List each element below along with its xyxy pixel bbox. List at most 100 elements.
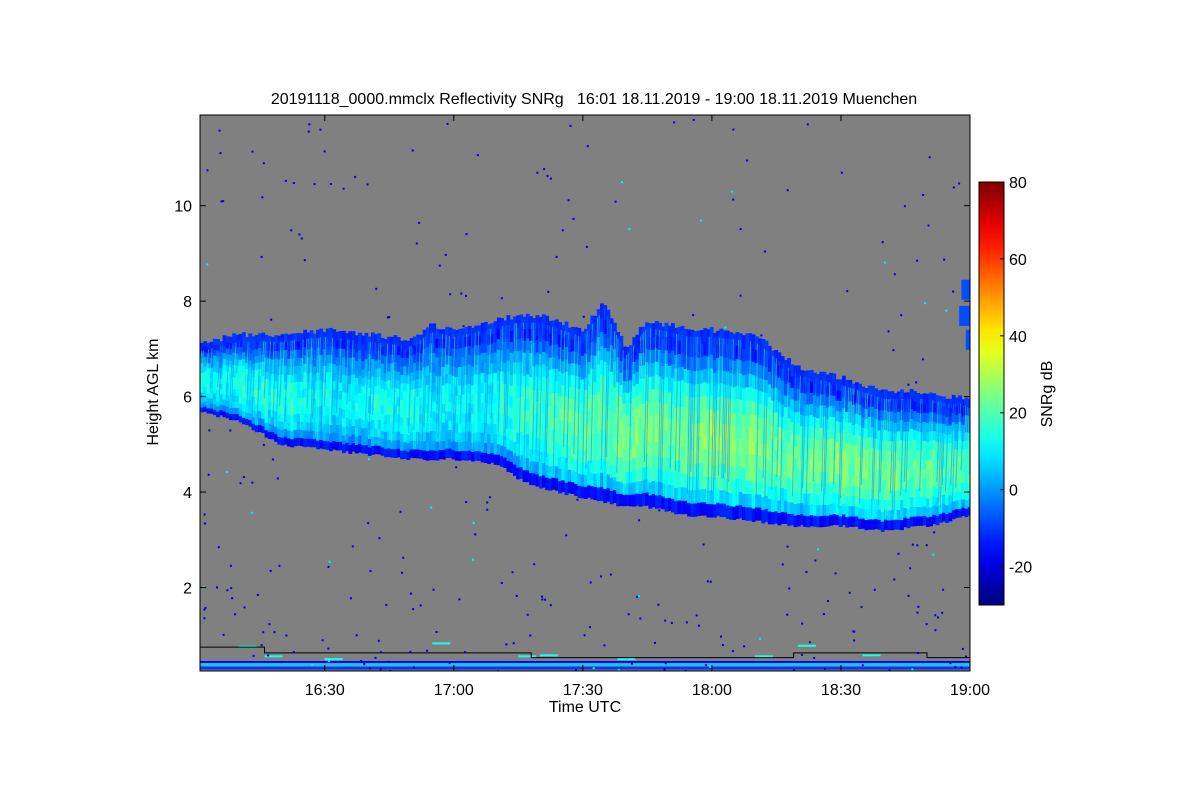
snr-cell — [835, 514, 840, 526]
snr-cell — [596, 459, 601, 474]
snr-cell — [554, 319, 559, 333]
fallstreak — [218, 345, 223, 395]
noise-pixel — [922, 194, 925, 196]
snr-cell — [532, 341, 537, 355]
snr-cell — [787, 358, 792, 371]
snr-cell — [716, 475, 721, 490]
snr-cell — [738, 504, 743, 519]
snr-cell — [261, 375, 266, 384]
fallstreak — [769, 355, 774, 477]
fallstreak — [673, 333, 678, 497]
snr-cell — [887, 500, 892, 511]
fallstreak — [406, 346, 411, 418]
snr-cell — [913, 448, 917, 459]
snr-cell — [667, 391, 672, 406]
snr-cell — [896, 440, 901, 452]
snr-cell — [316, 389, 320, 399]
noise-pixel — [222, 200, 225, 203]
snr-cell — [441, 375, 446, 386]
snr-cell — [564, 432, 569, 446]
snr-cell — [735, 332, 740, 346]
snr-cell — [487, 453, 491, 465]
snr-cell — [412, 345, 417, 355]
snr-cell — [358, 409, 362, 419]
fallstreak — [919, 398, 924, 492]
snr-cell — [338, 432, 343, 442]
snr-cell — [964, 406, 969, 416]
snr-cell — [780, 427, 785, 441]
snr-cell — [416, 431, 420, 441]
snr-cell — [767, 371, 772, 385]
snr-cell — [651, 362, 656, 377]
snr-cell — [516, 385, 520, 398]
noise-pixel — [628, 227, 631, 230]
snr-cell — [332, 354, 337, 365]
snr-cell — [477, 441, 482, 452]
snr-cell — [200, 392, 204, 398]
snr-cell — [909, 418, 914, 429]
snr-cell — [341, 348, 346, 358]
snr-cell — [954, 406, 959, 416]
noise-pixel — [692, 118, 695, 121]
snr-cell — [777, 426, 782, 440]
fallstreak — [607, 323, 612, 477]
snr-cell — [645, 387, 650, 402]
fallstreak — [950, 403, 955, 486]
snr-cell — [545, 439, 550, 453]
snr-cell — [351, 382, 356, 392]
snr-cell — [619, 457, 624, 470]
snr-cell — [325, 388, 330, 399]
snr-cell — [541, 400, 546, 414]
snr-cell — [890, 401, 895, 412]
noise-pixel — [500, 582, 503, 584]
snr-cell — [241, 377, 246, 386]
snr-cell — [867, 385, 872, 397]
snr-cell — [445, 336, 450, 346]
snr-cell — [832, 395, 837, 407]
snr-cell — [645, 465, 650, 480]
snr-cell — [600, 303, 604, 319]
snr-cell — [745, 333, 750, 348]
snr-cell — [400, 433, 404, 443]
snr-cell — [545, 390, 550, 404]
snr-cell — [690, 436, 695, 451]
snr-cell — [848, 421, 853, 433]
snr-cell — [751, 387, 756, 402]
snr-cell — [477, 412, 482, 423]
noise-pixel — [555, 255, 558, 258]
snr-cell — [322, 382, 327, 391]
snr-cell — [658, 415, 662, 430]
snr-cell — [500, 328, 504, 340]
snr-cell — [367, 395, 372, 405]
snr-cell — [703, 381, 708, 396]
snr-cell — [545, 315, 550, 329]
snr-cell — [309, 330, 314, 340]
snr-cell — [603, 333, 608, 349]
snr-cell — [432, 352, 437, 363]
snr-cell — [212, 371, 217, 378]
snr-cell — [496, 454, 501, 466]
snr-cell — [367, 446, 372, 456]
snr-cell — [877, 400, 882, 411]
snr-cell — [958, 490, 962, 501]
snr-cell — [548, 332, 553, 346]
snr-cell — [871, 406, 875, 418]
chart-title: 20191118_0000.mmclx Reflectivity SNRg 16… — [271, 91, 917, 108]
snr-cell — [322, 340, 327, 350]
snr-cell — [916, 496, 921, 508]
fallstreak — [736, 340, 741, 505]
snr-cell — [816, 374, 821, 386]
snr-cell — [554, 392, 559, 406]
snr-cell — [212, 355, 217, 362]
snr-cell — [506, 415, 511, 428]
snr-cell — [212, 392, 217, 399]
snr-cell — [229, 395, 233, 403]
snr-cell — [354, 368, 359, 378]
snr-cell — [951, 492, 956, 502]
noise-pixel — [925, 544, 928, 547]
edge-echo — [959, 305, 970, 326]
fallstreak — [246, 341, 251, 405]
snr-cell — [709, 367, 714, 382]
snr-cell — [222, 387, 227, 394]
snr-cell — [732, 386, 737, 401]
